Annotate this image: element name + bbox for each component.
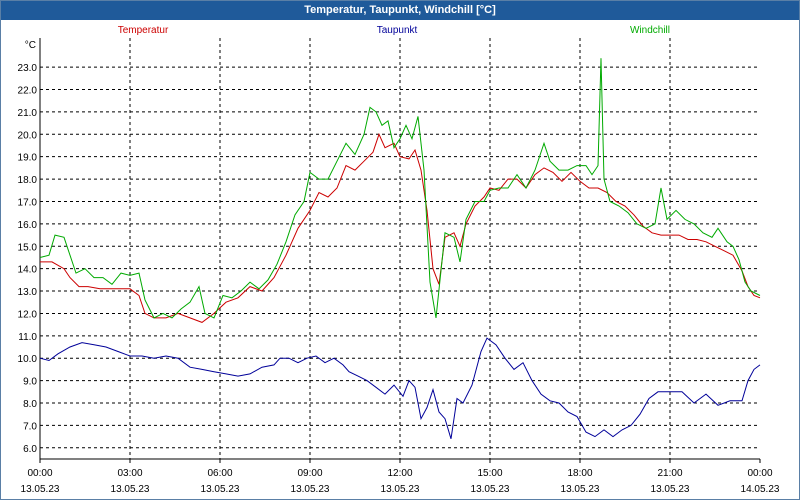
x-tick-time: 03:00 xyxy=(117,468,142,479)
y-tick-label: 9.0 xyxy=(23,377,37,388)
grid xyxy=(40,38,760,459)
y-tick-label: 21.0 xyxy=(18,108,38,119)
y-tick-label: 13.0 xyxy=(18,287,38,298)
x-tick-date: 13.05.23 xyxy=(651,484,690,495)
series-line-taupunkt xyxy=(39,337,761,439)
y-tick-label: 15.0 xyxy=(18,242,38,253)
y-tick-label: 6.0 xyxy=(23,444,37,455)
y-tick-label: 14.0 xyxy=(18,265,38,276)
x-tick-date: 13.05.23 xyxy=(201,484,240,495)
x-tick-date: 13.05.23 xyxy=(471,484,510,495)
y-tick-label: 18.0 xyxy=(18,175,38,186)
legend-entry-windchill: Windchill xyxy=(630,25,670,36)
series-line-windchill xyxy=(39,58,761,319)
axes xyxy=(39,38,761,463)
y-tick-label: 7.0 xyxy=(23,421,37,432)
legend-entry-temperatur: Temperatur xyxy=(118,25,169,36)
series-line-temperatur xyxy=(40,132,761,323)
x-tick-date: 13.05.23 xyxy=(21,484,60,495)
y-tick-label: 17.0 xyxy=(18,197,38,208)
y-tick-label: 19.0 xyxy=(18,153,38,164)
legend: Temperatur Taupunkt Windchill xyxy=(118,25,670,36)
x-tick-date: 13.05.23 xyxy=(111,484,150,495)
x-tick-time: 06:00 xyxy=(207,468,232,479)
y-tick-label: 22.0 xyxy=(18,86,38,97)
x-tick-time: 12:00 xyxy=(387,468,412,479)
x-tick-date: 13.05.23 xyxy=(291,484,330,495)
series-lines xyxy=(39,58,761,439)
x-tick-date: 14.05.23 xyxy=(741,484,780,495)
y-tick-label: 11.0 xyxy=(18,332,37,343)
y-axis-label: °C xyxy=(25,40,36,51)
x-tick-date: 13.05.23 xyxy=(561,484,600,495)
x-tick-time: 09:00 xyxy=(297,468,322,479)
x-tick-time: 18:00 xyxy=(567,468,592,479)
chart-title: Temperatur, Taupunkt, Windchill [°C] xyxy=(1,1,799,20)
x-tick-date: 13.05.23 xyxy=(381,484,420,495)
legend-entry-taupunkt: Taupunkt xyxy=(377,25,418,36)
y-tick-label: 8.0 xyxy=(23,399,37,410)
x-tick-time: 00:00 xyxy=(27,468,52,479)
tick-labels: 6.0 7.0 8.0 9.0 10.0 11.0 12.0 13.0 14.0 15.0 16.0… xyxy=(18,40,780,495)
y-tick-label: 10.0 xyxy=(18,354,38,365)
y-tick-label: 16.0 xyxy=(18,220,38,231)
y-tick-label: 20.0 xyxy=(18,130,38,141)
y-tick-label: 23.0 xyxy=(18,63,38,74)
y-tick-label: 12.0 xyxy=(18,309,38,320)
x-tick-time: 00:00 xyxy=(747,468,772,479)
x-tick-time: 21:00 xyxy=(657,468,682,479)
x-tick-time: 15:00 xyxy=(477,468,502,479)
